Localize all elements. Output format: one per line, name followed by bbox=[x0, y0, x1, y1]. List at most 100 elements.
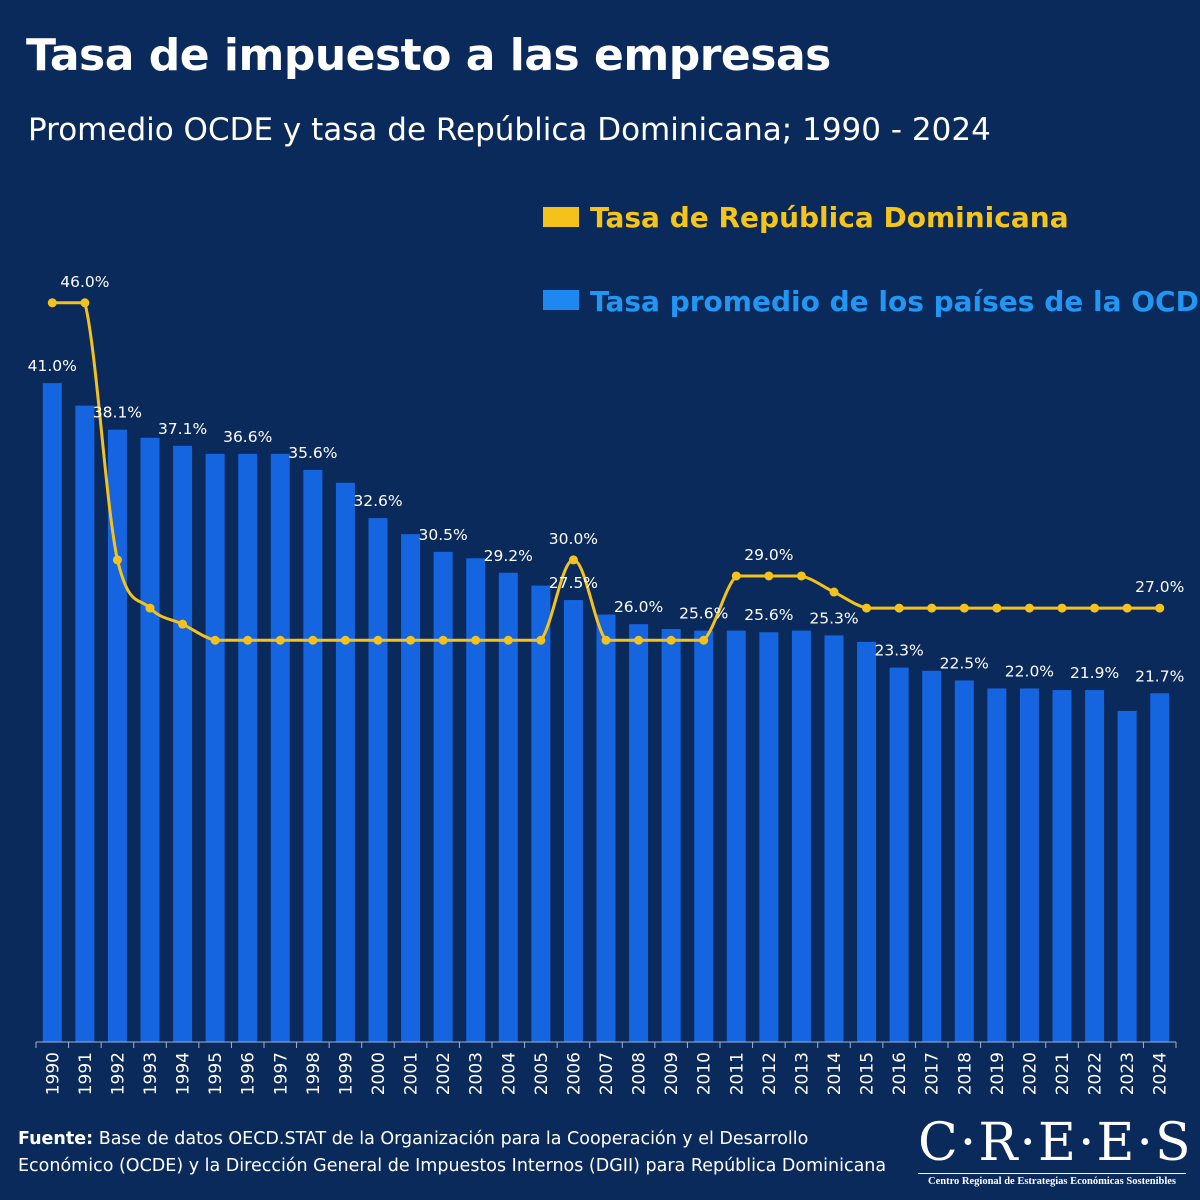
bar-1999 bbox=[335, 482, 355, 1042]
bar-1998 bbox=[303, 469, 323, 1043]
bar-1990 bbox=[42, 383, 62, 1042]
line-label-1991: 46.0% bbox=[60, 273, 109, 291]
x-tick-label-2018: 2018 bbox=[955, 1052, 975, 1095]
line-label-2024: 27.0% bbox=[1135, 578, 1184, 596]
x-tick-label-1999: 1999 bbox=[336, 1052, 356, 1095]
bar-2020 bbox=[1019, 688, 1039, 1042]
bar-label-2000: 32.6% bbox=[353, 492, 402, 510]
dr-point-2006 bbox=[568, 555, 578, 565]
bars-layer bbox=[42, 383, 1170, 1043]
bar-label-2002: 30.5% bbox=[419, 526, 468, 544]
x-tick-label-2019: 2019 bbox=[988, 1052, 1008, 1095]
bar-2022 bbox=[1085, 690, 1105, 1042]
dr-point-1998 bbox=[308, 635, 318, 645]
bar-2004 bbox=[498, 572, 518, 1042]
bar-1994 bbox=[173, 445, 193, 1043]
dr-point-2018 bbox=[959, 603, 969, 613]
bar-1995 bbox=[205, 453, 225, 1042]
bar-label-2006: 27.5% bbox=[549, 574, 598, 592]
bar-2000 bbox=[368, 518, 388, 1042]
dr-point-1997 bbox=[275, 635, 285, 645]
bar-2018 bbox=[954, 680, 974, 1042]
bar-2014 bbox=[824, 635, 844, 1042]
dr-point-2017 bbox=[927, 603, 937, 613]
line-label-2006: 30.0% bbox=[549, 530, 598, 548]
dr-point-2014 bbox=[829, 587, 839, 597]
dr-point-2009 bbox=[666, 635, 676, 645]
x-tick-label-1992: 1992 bbox=[108, 1052, 128, 1095]
chart-subtitle: Promedio OCDE y tasa de República Domini… bbox=[28, 112, 991, 148]
bar-label-2008: 26.0% bbox=[614, 598, 663, 616]
dr-point-2001 bbox=[406, 635, 416, 645]
bar-label-1992: 38.1% bbox=[93, 404, 142, 422]
dr-point-2015 bbox=[862, 603, 872, 613]
combo-chart: 1990 1991 1992 1993 1994 1995 1996 1997 1998 1999… bbox=[28, 201, 1200, 1095]
bar-label-2010: 25.6% bbox=[679, 605, 728, 623]
legend-label-line: Tasa de República Dominicana bbox=[590, 201, 1069, 234]
bar-2009 bbox=[661, 629, 681, 1042]
bar-2010 bbox=[694, 630, 714, 1042]
bar-label-2012: 25.6% bbox=[744, 606, 793, 624]
line-layer bbox=[47, 298, 1165, 645]
bar-2002 bbox=[433, 551, 453, 1042]
source-note: Fuente: Base de datos OECD.STAT de la Or… bbox=[18, 1126, 908, 1180]
dr-point-2008 bbox=[634, 635, 644, 645]
x-tick-label-2022: 2022 bbox=[1086, 1052, 1106, 1095]
bar-2017 bbox=[922, 670, 942, 1042]
dr-point-2012 bbox=[764, 571, 774, 581]
bar-label-2016: 23.3% bbox=[875, 642, 924, 660]
bar-label-1990: 41.0% bbox=[28, 357, 77, 375]
dr-point-2020 bbox=[1024, 603, 1034, 613]
dr-point-2021 bbox=[1057, 603, 1067, 613]
dr-point-1999 bbox=[340, 635, 350, 645]
bar-1997 bbox=[270, 453, 290, 1042]
dr-point-2007 bbox=[601, 635, 611, 645]
dr-point-2019 bbox=[992, 603, 1002, 613]
x-tick-label-2003: 2003 bbox=[467, 1052, 487, 1095]
bar-label-1998: 35.6% bbox=[288, 444, 337, 462]
dr-point-1991 bbox=[80, 298, 90, 308]
dr-point-1995 bbox=[210, 635, 220, 645]
x-tick-label-1997: 1997 bbox=[271, 1052, 291, 1095]
x-tick-label-1996: 1996 bbox=[239, 1052, 259, 1095]
x-tick-label-1998: 1998 bbox=[304, 1052, 324, 1095]
dr-point-2010 bbox=[699, 635, 709, 645]
dr-point-1993 bbox=[145, 603, 155, 613]
bar-2013 bbox=[791, 630, 811, 1042]
bar-1991 bbox=[75, 405, 95, 1042]
x-tick-label-1993: 1993 bbox=[141, 1052, 161, 1095]
bar-2001 bbox=[401, 534, 421, 1042]
dr-point-2022 bbox=[1090, 603, 1100, 613]
dr-point-2013 bbox=[796, 571, 806, 581]
dr-point-1992 bbox=[112, 555, 122, 565]
source-text: Base de datos OECD.STAT de la Organizaci… bbox=[18, 1129, 887, 1176]
x-tick-label-2010: 2010 bbox=[695, 1052, 715, 1095]
x-tick-label-2013: 2013 bbox=[792, 1052, 812, 1095]
dr-point-2016 bbox=[894, 603, 904, 613]
bar-label-1994: 37.1% bbox=[158, 420, 207, 438]
bar-2023 bbox=[1117, 710, 1137, 1042]
bar-label-2018: 22.5% bbox=[940, 654, 989, 672]
x-tick-label-2008: 2008 bbox=[630, 1052, 650, 1095]
legend-swatch-bar bbox=[543, 290, 579, 310]
dr-point-2005 bbox=[536, 635, 546, 645]
bar-2003 bbox=[466, 558, 486, 1042]
bar-2016 bbox=[889, 667, 909, 1042]
bar-2021 bbox=[1052, 690, 1072, 1042]
bar-label-2004: 29.2% bbox=[484, 547, 533, 565]
bar-label-1996: 36.6% bbox=[223, 428, 272, 446]
dr-point-2023 bbox=[1122, 603, 1132, 613]
bar-2006 bbox=[563, 600, 583, 1042]
x-tick-label-1994: 1994 bbox=[174, 1052, 194, 1095]
x-tick-label-2020: 2020 bbox=[1020, 1052, 1040, 1095]
dr-point-2011 bbox=[731, 571, 741, 581]
bar-2012 bbox=[759, 632, 779, 1042]
legend: Tasa de República Dominicana Tasa promedi… bbox=[543, 201, 1200, 318]
bar-label-2014: 25.3% bbox=[809, 609, 858, 627]
bar-2005 bbox=[531, 585, 551, 1042]
dr-point-2024 bbox=[1155, 603, 1165, 613]
x-tick-label-2021: 2021 bbox=[1053, 1052, 1073, 1095]
x-tick-label-1991: 1991 bbox=[76, 1052, 96, 1095]
dr-point-1990 bbox=[47, 298, 57, 308]
bar-1992 bbox=[107, 429, 127, 1042]
